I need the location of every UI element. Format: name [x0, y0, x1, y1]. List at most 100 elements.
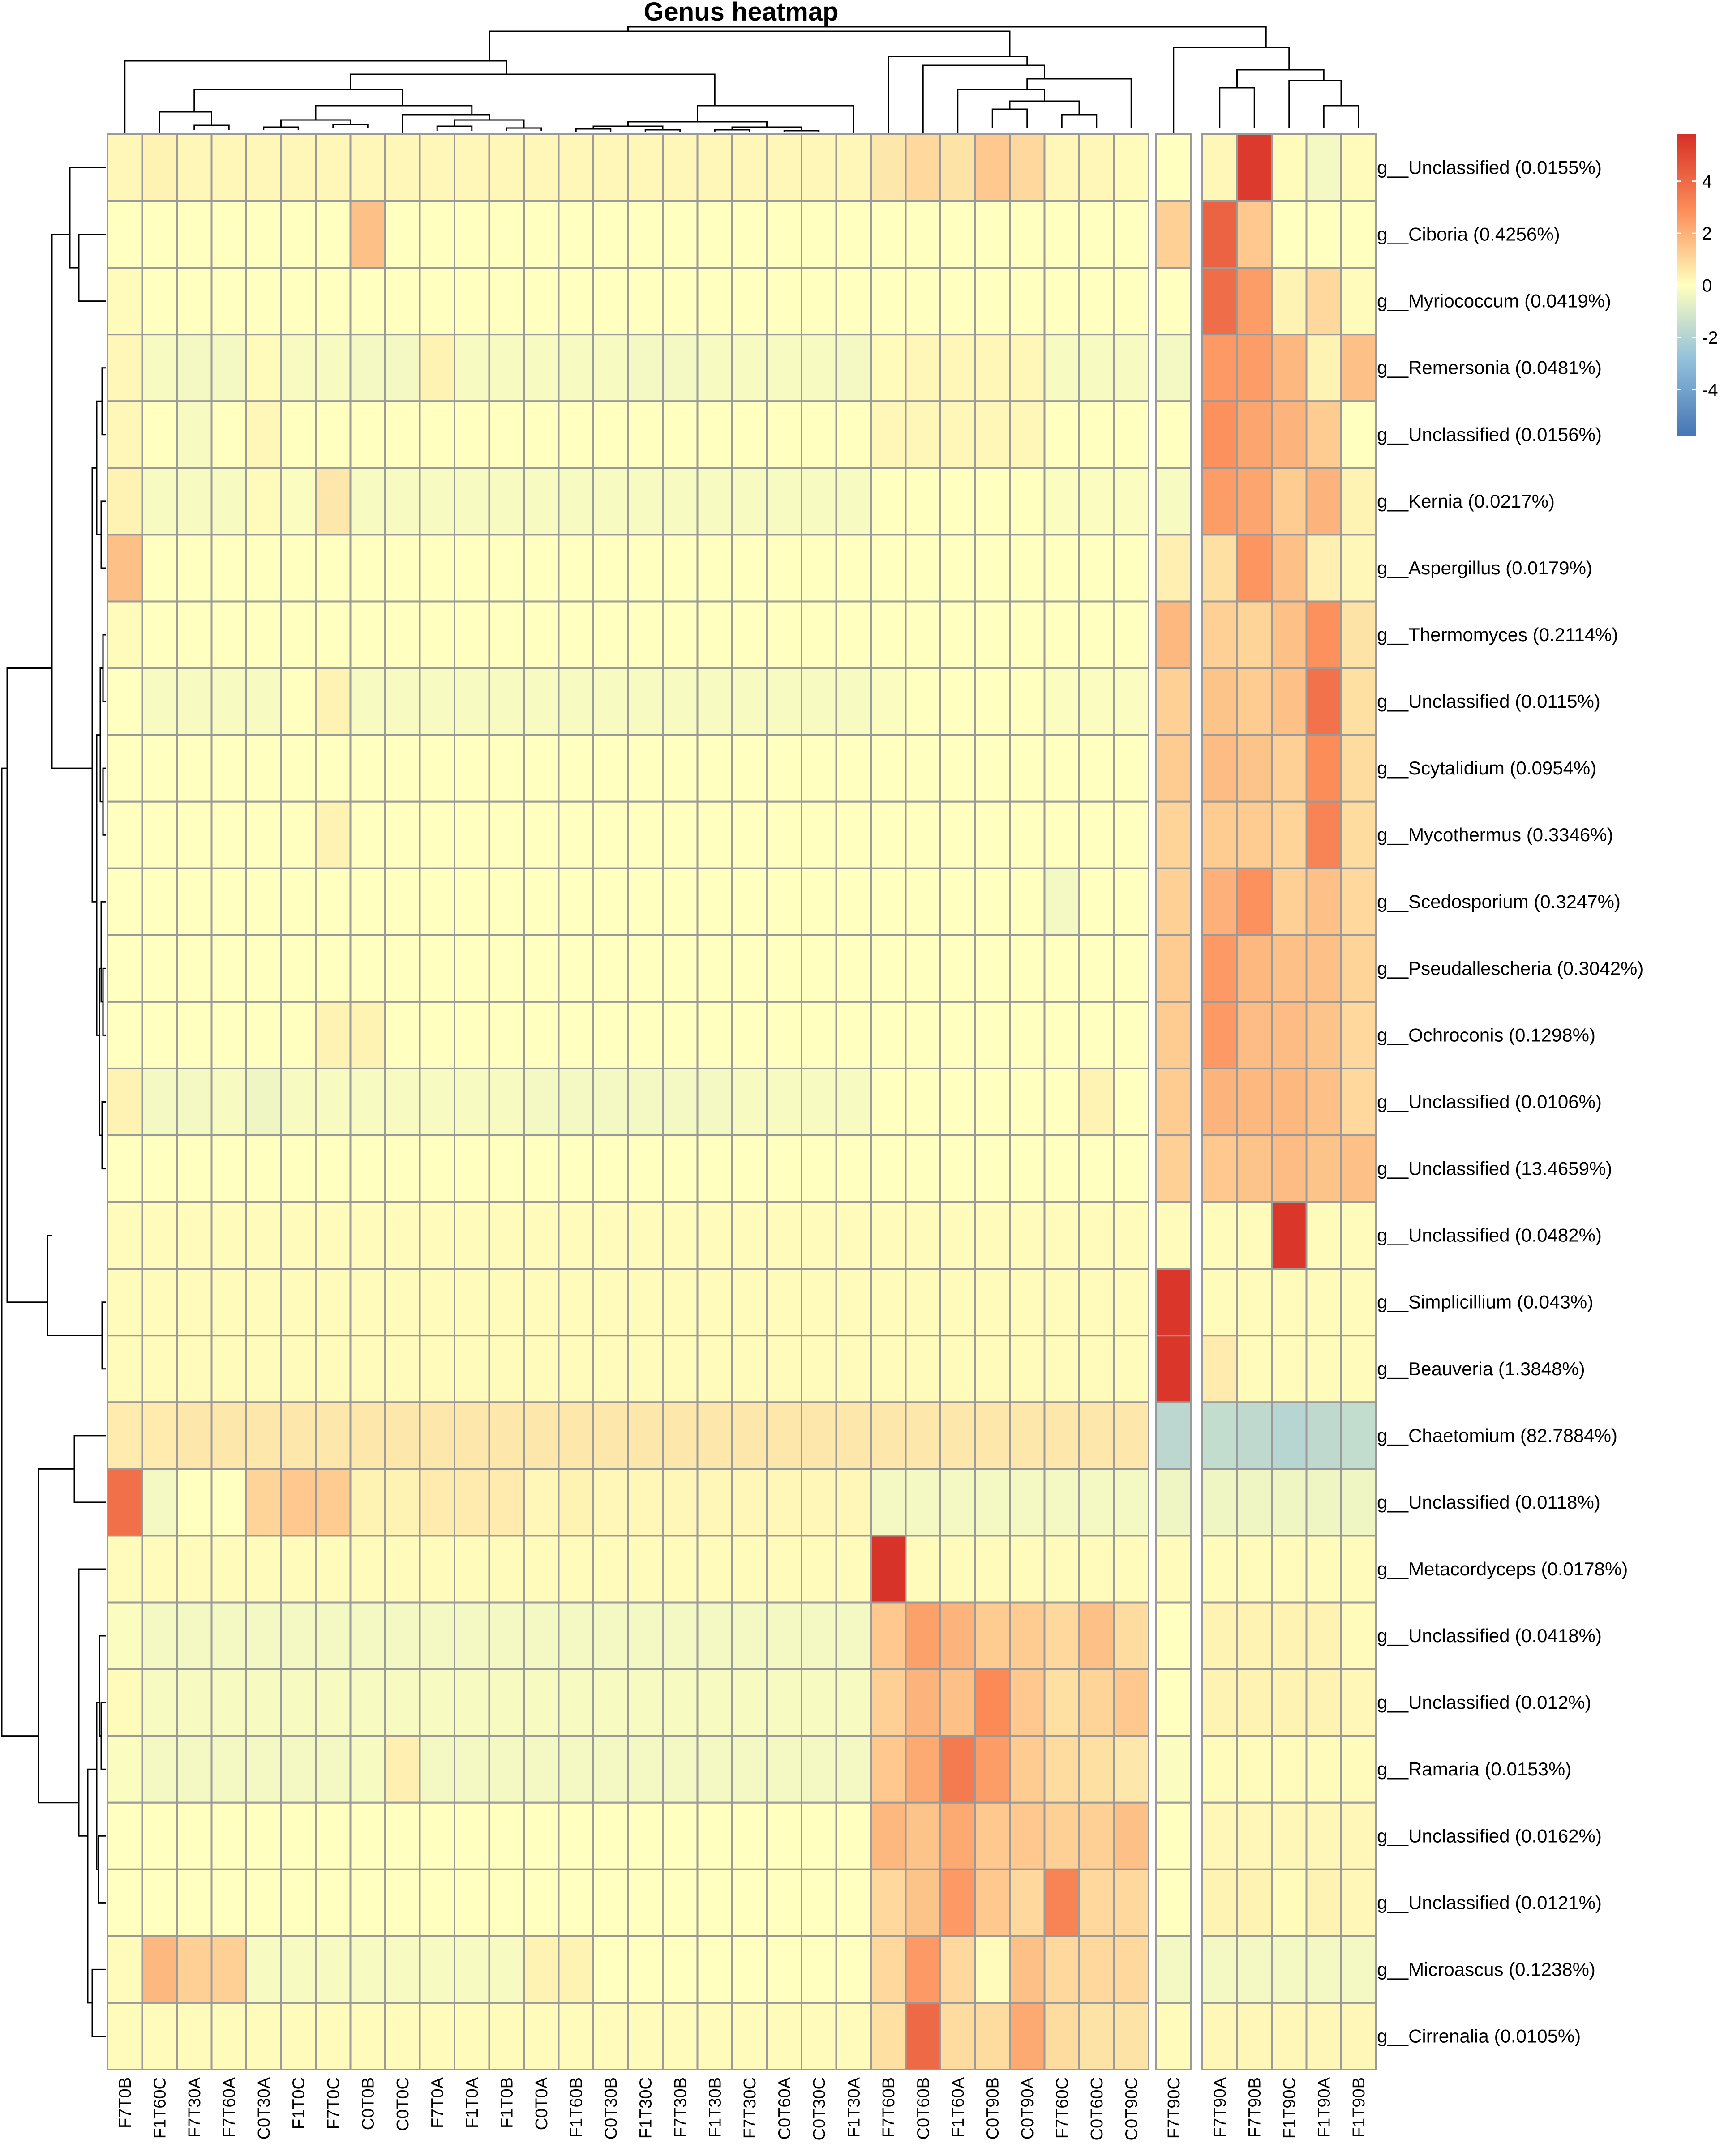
heatmap-cell — [1271, 334, 1308, 402]
heatmap-cell — [1201, 1668, 1238, 1737]
heatmap-cell — [662, 667, 699, 736]
heatmap-cell — [696, 1134, 733, 1203]
heatmap-cell — [1113, 400, 1149, 469]
row-label: g__Thermomyces (0.2114%) — [1377, 624, 1618, 645]
heatmap-cell — [558, 600, 594, 669]
dendrogram-link — [78, 1568, 106, 1837]
heatmap-cell — [1155, 1535, 1192, 1604]
heatmap-cell — [384, 1201, 421, 1270]
heatmap-cell — [349, 1601, 386, 1670]
column-label: C0T30C — [810, 2077, 829, 2141]
heatmap-cell — [1271, 467, 1308, 536]
heatmap-cell — [870, 1067, 907, 1137]
heatmap-cell — [488, 1668, 525, 1737]
heatmap-cell — [419, 133, 455, 202]
heatmap-cell — [1271, 1668, 1308, 1737]
heatmap-cell — [558, 1067, 594, 1137]
heatmap-cell — [523, 1668, 560, 1737]
heatmap-cell — [1078, 133, 1115, 202]
heatmap-cell — [592, 800, 629, 869]
heatmap-cell — [558, 1468, 594, 1537]
heatmap-cell — [419, 600, 455, 669]
heatmap-cell — [280, 867, 317, 936]
column-label: F7T60B — [879, 2077, 898, 2138]
heatmap-cell — [245, 1868, 282, 1937]
heatmap-cell — [627, 467, 664, 536]
heatmap-cell — [835, 1401, 872, 1470]
heatmap-cells — [107, 133, 1377, 2071]
heatmap-cell — [766, 133, 802, 202]
heatmap-cell — [1271, 1468, 1308, 1537]
heatmap-cell — [1305, 400, 1342, 469]
heatmap-cell — [523, 1201, 560, 1270]
heatmap-cell — [1271, 1535, 1308, 1604]
heatmap-cell — [766, 1134, 802, 1203]
heatmap-cell — [488, 534, 525, 603]
heatmap-cell — [801, 1335, 837, 1403]
heatmap-cell — [210, 1935, 247, 2004]
heatmap-cell — [315, 867, 352, 936]
heatmap-cell — [210, 1201, 247, 1270]
heatmap-cell — [1201, 1401, 1238, 1470]
heatmap-cell — [974, 267, 1011, 336]
heatmap-cell — [1113, 133, 1149, 202]
heatmap-cell — [523, 1735, 560, 1804]
heatmap-cell — [1271, 200, 1308, 269]
heatmap-cell — [1009, 1535, 1046, 1604]
heatmap-cell — [107, 400, 143, 469]
heatmap-cell — [558, 534, 594, 603]
heatmap-cell — [1043, 800, 1080, 869]
heatmap-cell — [1043, 1134, 1080, 1203]
dendrogram-link — [99, 1635, 106, 1737]
heatmap-cell — [1271, 133, 1308, 202]
heatmap-cell — [315, 334, 352, 402]
heatmap-cell — [1009, 1201, 1046, 1270]
legend-tick-label: -2 — [1702, 328, 1718, 348]
heatmap-cell — [696, 1001, 733, 1069]
heatmap-cell — [974, 800, 1011, 869]
heatmap-cell — [523, 2002, 560, 2071]
heatmap-cell — [488, 1335, 525, 1403]
heatmap-cell — [280, 467, 317, 536]
heatmap-cell — [1043, 534, 1080, 603]
heatmap-cell — [315, 1001, 352, 1069]
heatmap-cell — [1078, 1468, 1115, 1537]
heatmap-cell — [349, 200, 386, 269]
heatmap-cell — [1113, 1067, 1149, 1137]
heatmap-cell — [315, 1801, 352, 1870]
heatmap-cell — [384, 1735, 421, 1804]
heatmap-cell — [835, 1201, 872, 1270]
heatmap-cell — [488, 267, 525, 336]
heatmap-cell — [384, 467, 421, 536]
heatmap-cell — [523, 1067, 560, 1137]
heatmap-cell — [558, 1335, 594, 1403]
heatmap-cell — [558, 1935, 594, 2004]
heatmap-cell — [419, 467, 455, 536]
heatmap-cell — [107, 1668, 143, 1737]
heatmap-cell — [141, 1601, 178, 1670]
heatmap-cell — [1043, 734, 1080, 803]
heatmap-cell — [245, 1801, 282, 1870]
heatmap-cell — [939, 934, 976, 1003]
heatmap-cell — [454, 534, 490, 603]
heatmap-cell — [1236, 133, 1273, 202]
heatmap-cell — [1305, 1868, 1342, 1937]
heatmap-cell — [870, 334, 907, 402]
heatmap-cell — [1113, 1668, 1149, 1737]
heatmap-cell — [1043, 667, 1080, 736]
heatmap-cell — [1009, 1601, 1046, 1670]
heatmap-cell — [1113, 934, 1149, 1003]
heatmap-cell — [454, 1601, 490, 1670]
heatmap-cell — [627, 1001, 664, 1069]
heatmap-cell — [419, 200, 455, 269]
heatmap-cell — [870, 267, 907, 336]
row-label: g__Aspergillus (0.0179%) — [1377, 557, 1592, 578]
heatmap-cell — [454, 867, 490, 936]
heatmap-cell — [349, 800, 386, 869]
heatmap-cell — [1236, 1468, 1273, 1537]
dendrogram-link — [1061, 114, 1098, 128]
heatmap-cell — [766, 1001, 802, 1069]
heatmap-cell — [1305, 800, 1342, 869]
heatmap-cell — [488, 600, 525, 669]
heatmap-cell — [176, 534, 213, 603]
